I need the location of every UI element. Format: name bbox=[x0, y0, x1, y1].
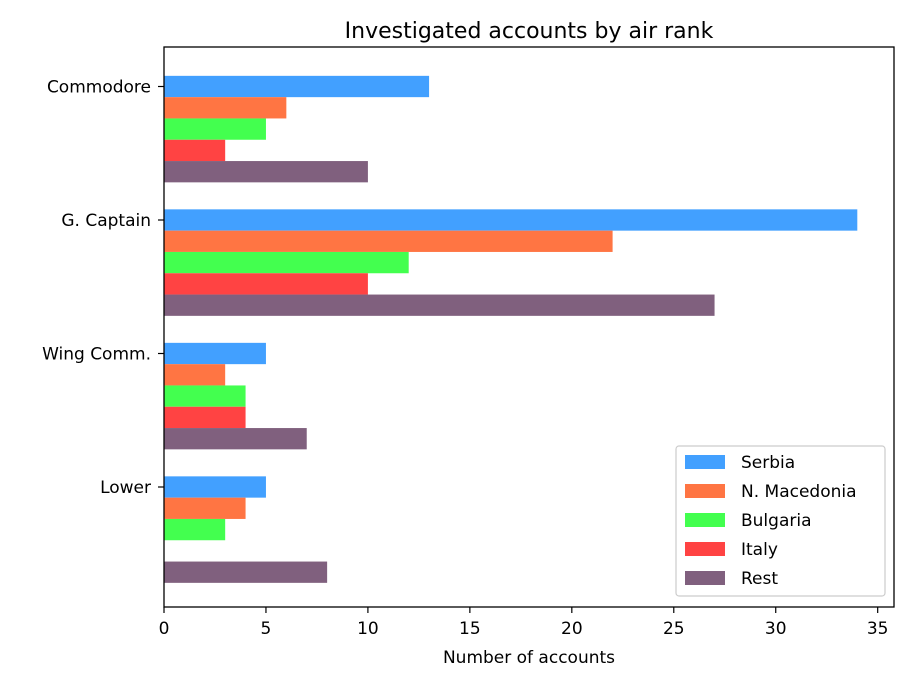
legend-swatch bbox=[685, 484, 725, 498]
bar-rest-0 bbox=[164, 161, 368, 183]
bar-bulgaria-0 bbox=[164, 118, 266, 140]
bar-n-macedonia-2 bbox=[164, 364, 226, 386]
bar-serbia-0 bbox=[164, 75, 430, 98]
y-tick-label: Commodore bbox=[47, 78, 151, 98]
x-axis-label: Number of accounts bbox=[443, 648, 615, 668]
legend-swatch bbox=[685, 513, 725, 527]
chart-title: Investigated accounts by air rank bbox=[345, 19, 714, 44]
legend-label: N. Macedonia bbox=[741, 482, 857, 502]
legend-label: Italy bbox=[741, 540, 778, 560]
legend-frame bbox=[675, 445, 886, 597]
bar-rest-3 bbox=[164, 561, 328, 583]
bar-n-macedonia-0 bbox=[164, 97, 287, 119]
x-tick-label: 35 bbox=[867, 619, 889, 639]
bar-rest-1 bbox=[164, 294, 715, 316]
legend-swatch bbox=[685, 542, 725, 556]
legend-label: Rest bbox=[741, 569, 778, 589]
bar-bulgaria-3 bbox=[164, 518, 226, 541]
y-tick-label: G. Captain bbox=[61, 211, 151, 231]
bar-italy-2 bbox=[164, 406, 246, 429]
bar-n-macedonia-1 bbox=[164, 230, 613, 252]
bar-bulgaria-2 bbox=[164, 385, 246, 407]
bar-n-macedonia-3 bbox=[164, 497, 246, 519]
legend-label: Bulgaria bbox=[741, 511, 812, 531]
y-tick-label: Lower bbox=[100, 478, 151, 498]
x-tick-label: 0 bbox=[159, 619, 170, 639]
axes-layer: 0 5 10 15 20 25 30 35 Commodore G. Captain Wing Co… bbox=[42, 46, 895, 639]
x-tick-label: 10 bbox=[357, 619, 379, 639]
bar-rest-2 bbox=[164, 428, 307, 450]
x-tick-label: 15 bbox=[459, 619, 481, 639]
bar-serbia-2 bbox=[164, 342, 266, 365]
legend: Serbia N. Macedonia Bulgaria Italy Rest bbox=[675, 445, 886, 597]
x-tick-label: 25 bbox=[663, 619, 685, 639]
x-tick-label: 30 bbox=[765, 619, 787, 639]
x-tick-label: 20 bbox=[561, 619, 583, 639]
bar-italy-1 bbox=[164, 273, 368, 295]
x-tick-label: 5 bbox=[261, 619, 272, 639]
legend-swatch bbox=[685, 571, 725, 585]
bar-bulgaria-1 bbox=[164, 251, 409, 274]
legend-swatch bbox=[685, 455, 725, 469]
bar-serbia-3 bbox=[164, 476, 266, 498]
bar-serbia-1 bbox=[164, 209, 858, 231]
plot-frame bbox=[163, 46, 895, 608]
bars-layer bbox=[164, 75, 858, 583]
y-tick-label: Wing Comm. bbox=[42, 345, 151, 365]
legend-label: Serbia bbox=[741, 453, 795, 473]
bar-italy-0 bbox=[164, 139, 226, 162]
